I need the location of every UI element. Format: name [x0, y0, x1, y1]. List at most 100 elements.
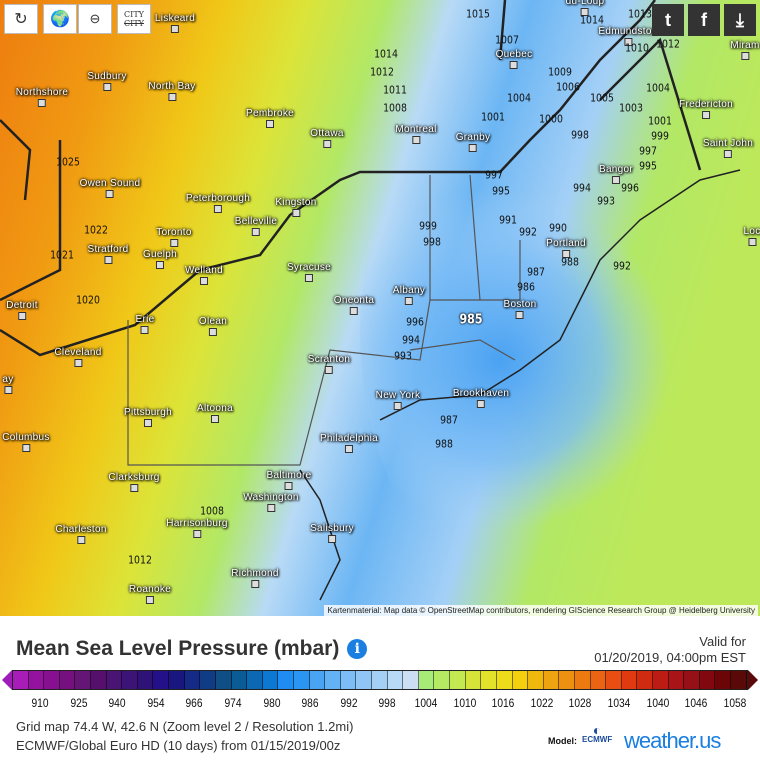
- city-label: Salisbury: [310, 523, 354, 543]
- isobar-label: 1020: [76, 293, 100, 307]
- isobar-label: 999: [419, 219, 437, 233]
- colorbar-swatch: [637, 671, 653, 689]
- isobar-label: 1001: [648, 114, 672, 128]
- colorbar-swatch: [684, 671, 700, 689]
- city-label: Miram: [730, 40, 759, 60]
- colorbar-swatch: [340, 671, 357, 689]
- colorbar-tick: 925: [70, 696, 88, 710]
- colorbar-swatch: [434, 671, 451, 689]
- isobar-label: 988: [561, 255, 579, 269]
- colorbar-swatch: [215, 671, 232, 689]
- colorbar-swatch: [496, 671, 513, 689]
- city-label: Columbus: [2, 432, 49, 452]
- city-label: Pittsburgh: [124, 407, 172, 427]
- colorbar-swatch: [543, 671, 560, 689]
- colorbar-swatch: [731, 671, 747, 689]
- colorbar-swatch: [278, 671, 294, 689]
- colorbar-tick: 1046: [684, 696, 708, 710]
- model-label: Model:: [548, 736, 577, 746]
- reload-button[interactable]: ↻: [4, 4, 38, 34]
- isobar-label: 1000: [539, 112, 563, 126]
- isobar-label: 998: [423, 235, 441, 249]
- colorbar-swatch: [153, 671, 170, 689]
- isobar-label: 988: [435, 437, 453, 451]
- colorbar-tick: 1022: [530, 696, 554, 710]
- isobar-label: 1001: [481, 110, 505, 124]
- colorbar-swatch: [652, 671, 669, 689]
- weather-us-logo[interactable]: weather.us: [624, 728, 721, 753]
- ecmwf-logo: ◐ ECMWF: [582, 722, 613, 744]
- city-label: Erie: [136, 314, 155, 334]
- isobar-label: 1010: [625, 41, 649, 55]
- zoom-out-button[interactable]: ⊖: [78, 4, 112, 34]
- city-label: Clarksburg: [108, 472, 159, 492]
- isobar-label: 1012: [370, 65, 394, 79]
- colorbar-swatch: [450, 671, 466, 689]
- city-label: Charleston: [55, 524, 106, 544]
- globe-location-icon: 🌍: [50, 11, 70, 28]
- pressure-field: [0, 0, 760, 616]
- city-label: Guelph: [143, 249, 177, 269]
- location-button[interactable]: 🌍: [43, 4, 77, 34]
- model-info: ECMWF/Global Euro HD (10 days) from 01/1…: [16, 738, 341, 753]
- isobar-label: 994: [402, 333, 420, 347]
- colorbar-tick: 1028: [569, 696, 592, 710]
- isobar-label: 990: [549, 221, 567, 235]
- colorbar-tick: 1058: [723, 696, 747, 710]
- city-label: Liskeard: [155, 13, 195, 33]
- isobar-label: 1007: [495, 33, 519, 47]
- colorbar-swatch: [372, 671, 388, 689]
- colorbar-tick: 998: [378, 696, 396, 710]
- city-label: Brookhaven: [453, 388, 509, 408]
- city-label: Baltimore: [267, 470, 312, 490]
- colorbar-left-arrow: [2, 670, 12, 690]
- isobar-label: 998: [571, 128, 589, 142]
- reload-icon: ↻: [14, 11, 28, 28]
- colorbar-swatch: [481, 671, 497, 689]
- colorbar-swatch: [184, 671, 201, 689]
- colorbar-tick: 1010: [453, 696, 476, 710]
- isobar-label: 1009: [548, 65, 572, 79]
- colorbar-tick: 1004: [414, 696, 438, 710]
- city-label: Edmundston: [598, 26, 657, 46]
- isobar-label: 992: [519, 225, 537, 239]
- colorbar-swatch: [325, 671, 341, 689]
- city-label: Kingston: [275, 197, 316, 217]
- isobar-label: 991: [499, 213, 517, 227]
- isobar-label: 997: [485, 168, 503, 182]
- city-toggle-button[interactable]: CITY CITY: [117, 4, 151, 34]
- colorbar-swatch: [559, 671, 575, 689]
- city-label: Albany: [393, 285, 425, 305]
- twitter-share-button[interactable]: t: [652, 4, 684, 36]
- legend-title: Mean Sea Level Pressure (mbar) i: [16, 637, 368, 661]
- isobar-label: 1008: [383, 101, 407, 115]
- isobar-label: 1005: [590, 91, 614, 105]
- city-label: ay: [2, 374, 13, 394]
- isobar-label: 1025: [56, 155, 80, 169]
- isobar-label: 1015: [466, 7, 490, 21]
- isobar-label: 996: [406, 315, 424, 329]
- city-label: Welland: [185, 265, 223, 285]
- colorbar-swatch: [418, 671, 435, 689]
- isobar-label: 1012: [656, 37, 680, 51]
- twitter-icon: t: [665, 9, 671, 30]
- city-label: Portland: [546, 238, 586, 258]
- colorbar-swatch: [59, 671, 76, 689]
- valid-time: Valid for 01/20/2019, 04:00pm EST: [594, 634, 746, 665]
- colorbar-tick: 986: [301, 696, 319, 710]
- colorbar-right-arrow: [748, 670, 758, 690]
- colorbar-swatch: [590, 671, 607, 689]
- city-label: Fredericton: [679, 99, 733, 119]
- info-icon[interactable]: i: [347, 639, 368, 659]
- isobar-label: 1008: [200, 504, 224, 518]
- city-label: Northshore: [16, 87, 68, 107]
- city-label: Harrisonburg: [166, 518, 227, 538]
- download-button[interactable]: ⤓: [724, 4, 756, 36]
- city-label: North Bay: [148, 81, 195, 101]
- city-label: Belleville: [235, 216, 277, 236]
- facebook-share-button[interactable]: f: [688, 4, 720, 36]
- weather-map[interactable]: Liskeard Sudbury North Bay Northshore Pembro…: [0, 0, 760, 616]
- map-attribution[interactable]: Kartenmaterial: Map data © OpenStreetMap…: [324, 605, 758, 616]
- city-label: Roanoke: [129, 584, 171, 604]
- city-label: Peterborough: [186, 193, 250, 213]
